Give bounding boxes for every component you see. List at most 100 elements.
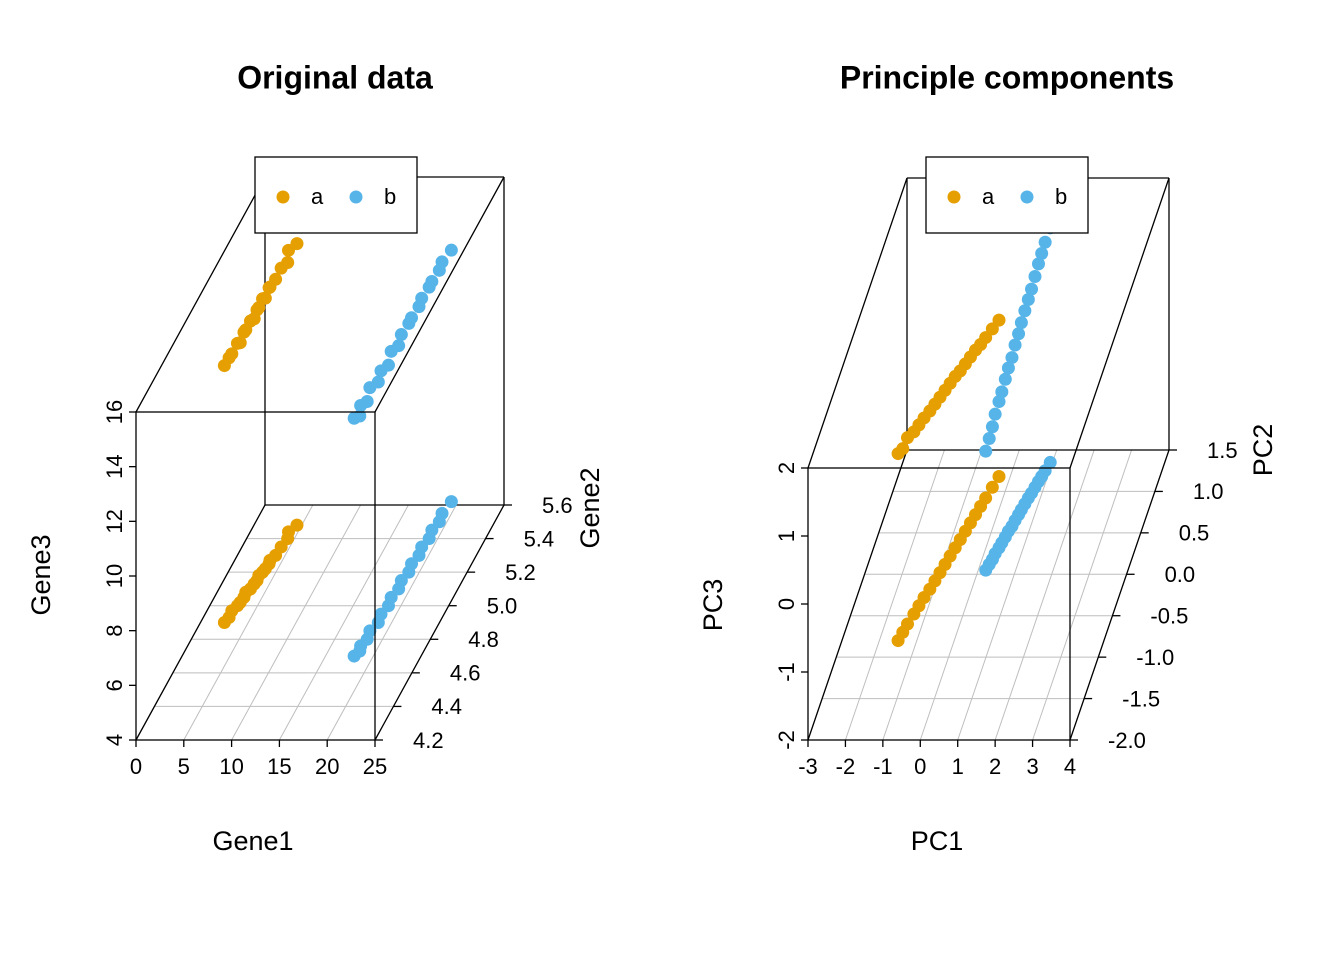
floor-point xyxy=(394,574,408,588)
z-tick-label: 0 xyxy=(774,598,799,610)
floor-point xyxy=(435,506,449,520)
point xyxy=(1025,282,1039,296)
x-tick-label: -1 xyxy=(873,754,893,779)
panel: 0 5 10 15 20 25 4 6 8 10 12 14 16 4.2 4.4 4.6 4.8 5.0 5.2 5… xyxy=(26,59,605,856)
point xyxy=(225,347,239,361)
y-tick-label: 1.5 xyxy=(1207,438,1238,463)
point xyxy=(290,237,304,251)
x-tick-label: 3 xyxy=(1026,754,1038,779)
grid-line xyxy=(231,504,362,741)
point xyxy=(360,394,374,408)
grid-line xyxy=(278,504,409,741)
point xyxy=(281,256,295,270)
y-tick-label: -2.0 xyxy=(1108,728,1146,753)
point xyxy=(405,311,419,325)
point xyxy=(415,291,429,305)
y-axis-label: Gene2 xyxy=(575,467,605,548)
x-axis-label: Gene1 xyxy=(212,826,293,856)
z-tick-label: 1 xyxy=(774,530,799,542)
x-tick-label: -2 xyxy=(836,754,856,779)
box-edge xyxy=(374,504,505,741)
floor-point xyxy=(405,557,419,571)
y-tick-label: 4.6 xyxy=(450,661,481,686)
z-tick-label: 16 xyxy=(102,400,127,424)
point xyxy=(258,291,272,305)
z-tick-label: 6 xyxy=(102,679,127,691)
point xyxy=(444,243,458,257)
x-tick-label: 10 xyxy=(219,754,243,779)
box-edge xyxy=(135,176,266,413)
legend-marker xyxy=(349,190,363,204)
y-tick-label: 5.6 xyxy=(542,493,573,518)
x-tick-label: 25 xyxy=(363,754,387,779)
floor-point xyxy=(985,480,999,494)
floor-point xyxy=(374,607,388,621)
x-tick-label: 20 xyxy=(315,754,339,779)
x-tick-label: 15 xyxy=(267,754,291,779)
point xyxy=(1001,361,1015,375)
point xyxy=(979,444,993,458)
floor-point xyxy=(363,624,377,638)
box-edge xyxy=(374,176,505,413)
grid-line xyxy=(957,449,1058,741)
floor-point xyxy=(1043,455,1057,469)
point xyxy=(982,432,996,446)
y-tick-label: 5.2 xyxy=(505,560,536,585)
box-edge xyxy=(807,449,908,741)
legend-label: b xyxy=(1055,184,1067,209)
point xyxy=(394,328,408,342)
y-tick-label: -1.5 xyxy=(1122,686,1160,711)
x-axis-label: PC1 xyxy=(911,826,964,856)
chart-title: Original data xyxy=(237,59,433,95)
floor-point xyxy=(444,495,458,509)
point xyxy=(1012,327,1026,341)
legend-marker xyxy=(1020,190,1034,204)
point xyxy=(1021,292,1035,306)
point xyxy=(1018,304,1032,318)
point xyxy=(988,407,1002,421)
grid-line xyxy=(844,449,945,741)
point xyxy=(371,375,385,389)
chart-title: Principle components xyxy=(840,59,1174,95)
point xyxy=(998,372,1012,386)
y-tick-label: 4.8 xyxy=(468,627,499,652)
y-tick-label: 1.0 xyxy=(1193,479,1224,504)
box-edge xyxy=(135,504,266,741)
grid-line xyxy=(919,449,1020,741)
legend-label: b xyxy=(384,184,396,209)
point xyxy=(896,442,910,456)
point xyxy=(353,409,367,423)
y-tick-label: -0.5 xyxy=(1150,604,1188,629)
x-tick-label: 5 xyxy=(178,754,190,779)
x-tick-label: 1 xyxy=(952,754,964,779)
legend-marker xyxy=(276,190,290,204)
grid-line xyxy=(994,449,1095,741)
z-tick-label: 2 xyxy=(774,462,799,474)
floor-point xyxy=(415,540,429,554)
x-tick-label: 0 xyxy=(914,754,926,779)
point xyxy=(392,339,406,353)
point xyxy=(1038,235,1052,249)
point xyxy=(1035,246,1049,260)
grid-line xyxy=(326,504,457,741)
z-tick-label: 8 xyxy=(102,625,127,637)
box-edge xyxy=(807,177,908,469)
floor-point xyxy=(425,523,439,537)
point xyxy=(1028,269,1042,283)
panel: -3 -2 -1 0 1 2 3 4-2-1012-2.0-1.5-1.0-0.50.00.5… xyxy=(698,59,1278,856)
point xyxy=(381,358,395,372)
grid-line xyxy=(1032,449,1133,741)
y-tick-label: 5.0 xyxy=(487,594,518,619)
y-tick-label: 5.4 xyxy=(524,526,555,551)
point xyxy=(985,420,999,434)
y-tick-label: -1.0 xyxy=(1136,645,1174,670)
floor-point xyxy=(979,491,993,505)
point xyxy=(1031,257,1045,271)
z-tick-label: -1 xyxy=(774,662,799,682)
box-edge xyxy=(1069,177,1170,469)
point xyxy=(233,336,247,350)
point xyxy=(995,385,1009,399)
z-tick-label: 14 xyxy=(102,454,127,478)
